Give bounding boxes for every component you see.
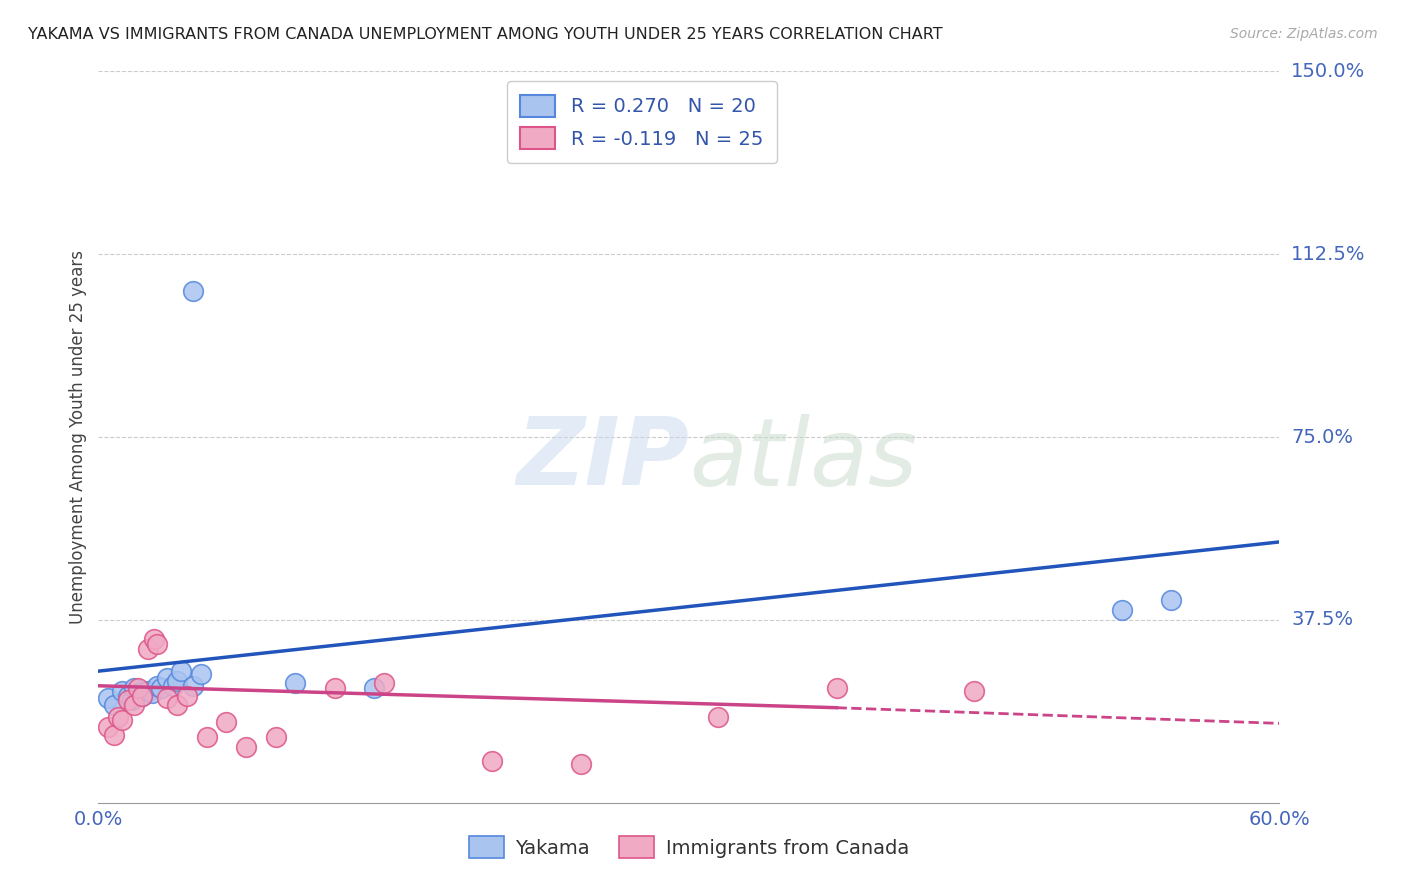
- Point: [111, 683, 134, 698]
- Point: [284, 676, 307, 690]
- Point: [103, 698, 125, 713]
- Point: [117, 693, 139, 707]
- Point: [131, 689, 153, 703]
- Point: [156, 690, 179, 705]
- Point: [825, 681, 848, 696]
- Point: [146, 679, 169, 693]
- Point: [1160, 593, 1182, 607]
- Text: Source: ZipAtlas.com: Source: ZipAtlas.com: [1230, 27, 1378, 41]
- Point: [97, 720, 120, 734]
- Point: [107, 710, 129, 724]
- Point: [181, 679, 204, 693]
- Point: [166, 673, 188, 688]
- Point: [569, 756, 592, 771]
- Point: [162, 679, 184, 693]
- Point: [181, 284, 204, 298]
- Point: [166, 698, 188, 713]
- Text: 112.5%: 112.5%: [1291, 244, 1365, 264]
- Point: [235, 739, 257, 754]
- Point: [707, 710, 730, 724]
- Point: [363, 681, 385, 696]
- Point: [136, 683, 159, 698]
- Point: [127, 686, 149, 700]
- Point: [170, 664, 193, 678]
- Point: [963, 683, 986, 698]
- Point: [97, 690, 120, 705]
- Text: ZIP: ZIP: [516, 413, 689, 505]
- Point: [176, 689, 198, 703]
- Point: [122, 681, 145, 696]
- Point: [127, 681, 149, 696]
- Point: [117, 689, 139, 703]
- Point: [264, 730, 287, 744]
- Point: [373, 676, 395, 690]
- Point: [121, 693, 143, 707]
- Point: [156, 672, 179, 686]
- Point: [142, 632, 165, 647]
- Point: [150, 681, 173, 696]
- Point: [103, 727, 125, 741]
- Text: 75.0%: 75.0%: [1291, 427, 1353, 447]
- Text: YAKAMA VS IMMIGRANTS FROM CANADA UNEMPLOYMENT AMONG YOUTH UNDER 25 YEARS CORRELA: YAKAMA VS IMMIGRANTS FROM CANADA UNEMPLO…: [28, 27, 943, 42]
- Point: [141, 686, 163, 700]
- Point: [111, 713, 134, 727]
- Point: [131, 689, 153, 703]
- Text: atlas: atlas: [689, 414, 917, 505]
- Y-axis label: Unemployment Among Youth under 25 years: Unemployment Among Youth under 25 years: [69, 250, 87, 624]
- Point: [195, 730, 218, 744]
- Point: [323, 681, 346, 696]
- Legend: Yakama, Immigrants from Canada: Yakama, Immigrants from Canada: [461, 828, 917, 866]
- Point: [136, 642, 159, 657]
- Text: 150.0%: 150.0%: [1291, 62, 1365, 81]
- Point: [190, 666, 212, 681]
- Point: [146, 637, 169, 651]
- Point: [1111, 603, 1133, 617]
- Text: 37.5%: 37.5%: [1291, 610, 1354, 630]
- Point: [122, 698, 145, 713]
- Point: [215, 715, 238, 730]
- Point: [481, 755, 503, 769]
